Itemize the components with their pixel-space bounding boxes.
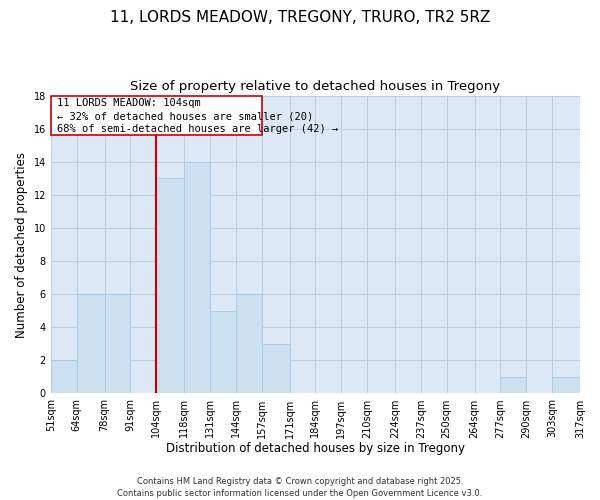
Text: ← 32% of detached houses are smaller (20): ← 32% of detached houses are smaller (20…	[57, 111, 313, 121]
Text: 11, LORDS MEADOW, TREGONY, TRURO, TR2 5RZ: 11, LORDS MEADOW, TREGONY, TRURO, TR2 5R…	[110, 10, 490, 25]
Text: 68% of semi-detached houses are larger (42) →: 68% of semi-detached houses are larger (…	[57, 124, 338, 134]
Bar	[262, 344, 290, 394]
Text: Contains HM Land Registry data © Crown copyright and database right 2025.
Contai: Contains HM Land Registry data © Crown c…	[118, 476, 482, 498]
Bar	[500, 377, 526, 394]
Bar	[104, 294, 130, 394]
Bar	[77, 294, 104, 394]
X-axis label: Distribution of detached houses by size in Tregony: Distribution of detached houses by size …	[166, 442, 465, 455]
Title: Size of property relative to detached houses in Tregony: Size of property relative to detached ho…	[130, 80, 500, 93]
Bar	[552, 377, 580, 394]
Y-axis label: Number of detached properties: Number of detached properties	[15, 152, 28, 338]
FancyBboxPatch shape	[51, 96, 262, 136]
Text: 11 LORDS MEADOW: 104sqm: 11 LORDS MEADOW: 104sqm	[57, 98, 200, 108]
Bar	[51, 360, 77, 394]
Bar	[184, 162, 210, 394]
Bar	[236, 294, 262, 394]
Bar	[210, 310, 236, 394]
Bar	[156, 178, 184, 394]
